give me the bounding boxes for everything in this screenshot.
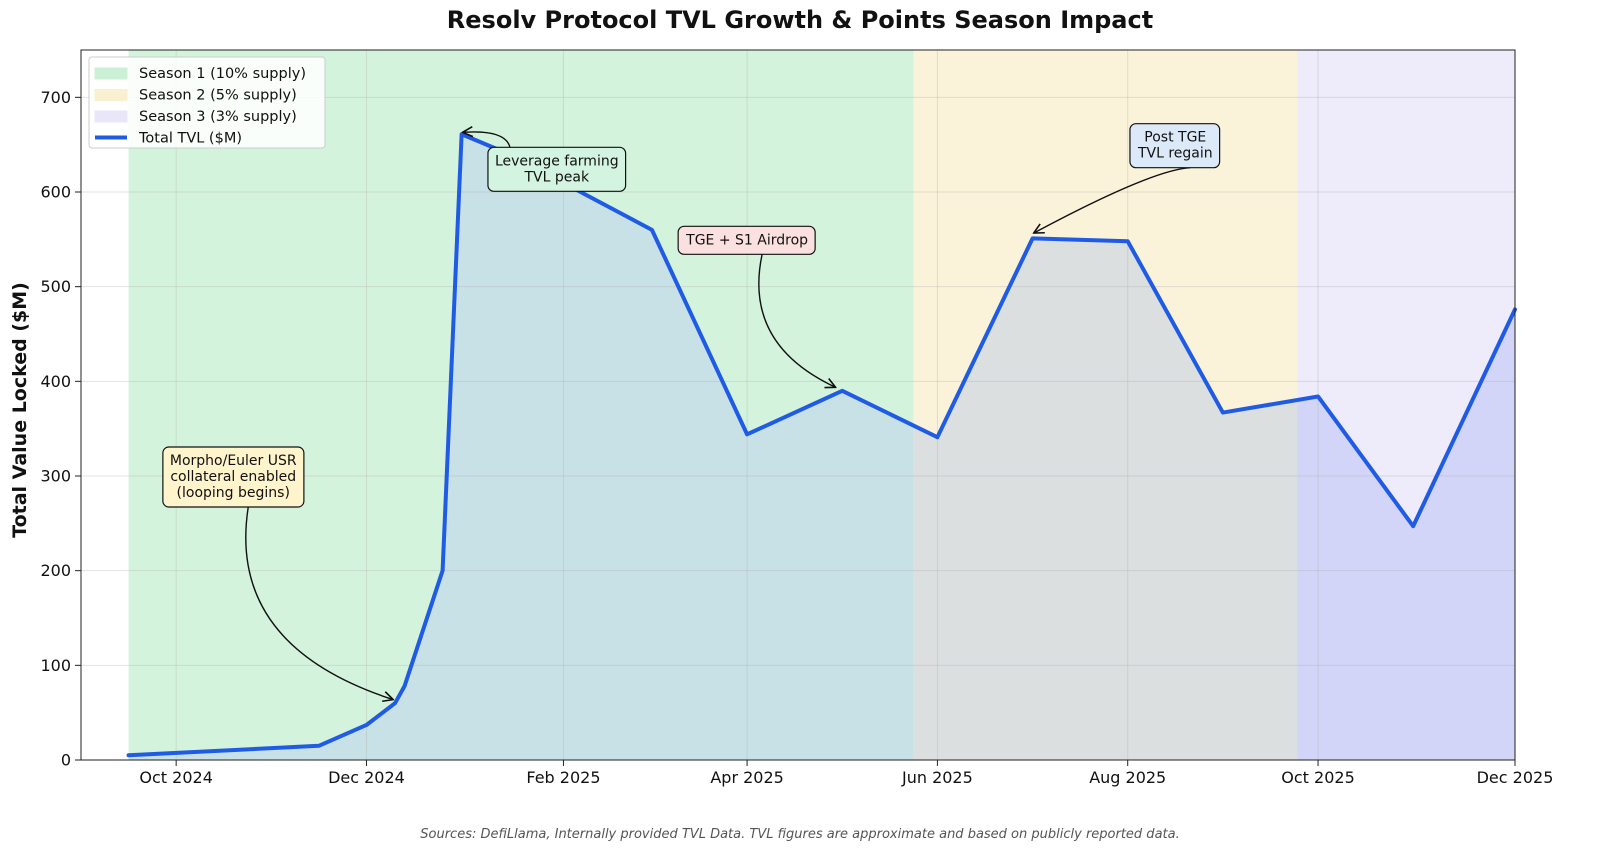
y-tick-label: 100 [40,656,71,675]
y-tick-label: 200 [40,561,71,580]
legend-box [88,56,326,149]
x-tick-label: Dec 2025 [1477,768,1554,787]
legend-label-season-2: Season 2 (5% supply) [139,88,297,104]
x-tick-label: Oct 2025 [1281,768,1354,787]
chart-title: Resolv Protocol TVL Growth & Points Seas… [447,6,1153,34]
annotation-box-leverage [487,146,627,192]
annotation-text-leverage-2: TVL peak [523,169,589,185]
legend-label-season-3: Season 3 (3% supply) [139,109,297,125]
annotation-box-tge [677,225,816,255]
annotation-text-leverage-1: Leverage farming [495,153,619,169]
source-note: Sources: DefiLlama, Internally provided … [420,827,1179,842]
area-fills [128,134,1515,761]
x-tick-label: Apr 2025 [710,768,783,787]
legend-label-tvl: Total TVL ($M) [138,131,242,147]
annotation-text-morpho-1: Morpho/Euler USR [170,453,297,469]
y-tick-label: 300 [40,467,71,486]
annotation-text-morpho-2: collateral enabled [170,469,296,485]
x-tick-label: Jun 2025 [901,768,973,787]
annotation-box-posttge [1129,123,1221,169]
plot-frame [80,49,1516,761]
area-fill-season-2 [913,238,1298,761]
legend-swatch-season-1 [94,67,128,80]
legend-label-season-1: Season 1 (10% supply) [139,66,306,82]
y-tick-label: 600 [40,183,71,202]
area-fill-season-3 [1297,309,1515,760]
x-tick-label: Oct 2024 [139,768,212,787]
annotation-box-morpho [162,446,305,508]
annotation-arrow-leverage [464,132,511,148]
y-tick-label: 700 [40,88,71,107]
annotation-text-posttge-2: TVL regain [1137,146,1213,162]
area-fill-season-1 [128,134,914,761]
annotation-tge: TGE + S1 Airdrop [677,225,835,387]
x-tick-label: Feb 2025 [526,768,600,787]
y-tick-label: 400 [40,372,71,391]
y-axis-label: Total Value Locked ($M) [9,282,31,538]
x-tick-label: Aug 2025 [1089,768,1166,787]
legend-swatch-season-3 [94,110,128,123]
annotation-text-morpho-3: (looping begins) [177,485,290,501]
axes: 0 100 200 300 400 500 600 700 Oct 2024 Dec 2024 Fe… [40,88,1553,787]
annotation-arrow-morpho [245,506,392,699]
annotation-arrow-tge [758,254,835,387]
legend: Season 1 (10% supply) Season 2 (5% supply… [88,56,326,149]
annotation-text-posttge-1: Post TGE [1144,130,1206,146]
y-tick-label: 500 [40,277,71,296]
x-tick-label: Dec 2024 [328,768,405,787]
annotation-text-tge-1: TGE + S1 Airdrop [685,232,808,248]
series-line-group [126,132,1517,758]
annotation-arrow-posttge [1035,166,1191,233]
series-line-tvl [126,132,1517,758]
y-tick-label: 0 [61,751,71,770]
legend-swatch-season-2 [94,89,128,101]
